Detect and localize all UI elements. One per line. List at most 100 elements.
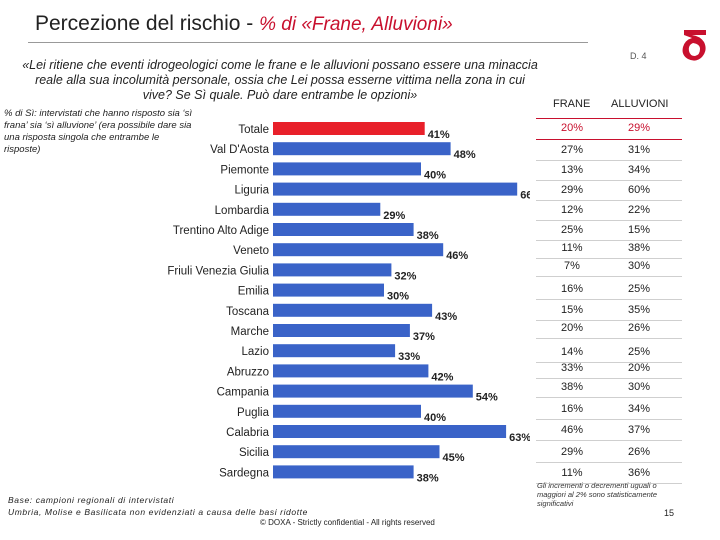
bar <box>273 263 392 277</box>
alluvioni-cell: 34% <box>627 164 651 176</box>
frane-cell: 33% <box>560 362 584 374</box>
category-label: Piemonte <box>220 164 269 176</box>
alluvioni-cell: 60% <box>627 184 651 196</box>
alluvioni-cell: 29% <box>627 122 651 134</box>
table-row-divider <box>536 258 682 259</box>
table-row-divider <box>536 200 682 201</box>
base-line-1: Base: campioni regionali di intervistati <box>8 495 175 505</box>
data-label: 41% <box>428 129 450 141</box>
base-line-2: Umbria, Molise e Basilicata non evidenzi… <box>8 507 308 517</box>
alluvioni-cell: 25% <box>627 283 651 295</box>
category-label: Trentino Alto Adige <box>173 225 269 237</box>
category-label: Friuli Venezia Giulia <box>167 265 269 277</box>
frane-cell: 27% <box>560 144 584 156</box>
data-label: 29% <box>383 210 405 222</box>
bar <box>273 404 421 418</box>
frane-cell: 16% <box>560 403 584 415</box>
bar <box>273 243 444 257</box>
alluvioni-cell: 26% <box>627 322 651 334</box>
page-title: Percezione del rischio - % di «Frane, Al… <box>35 12 453 36</box>
bar <box>273 364 429 378</box>
data-label: 54% <box>476 392 498 404</box>
frane-cell: 25% <box>560 224 584 236</box>
data-label: 32% <box>394 270 416 282</box>
bar <box>273 425 507 438</box>
data-label: 48% <box>454 149 476 161</box>
table-row-divider <box>536 419 682 420</box>
category-label: Veneto <box>233 245 269 257</box>
data-label: 66% <box>520 190 530 202</box>
total-row-highlight <box>536 118 682 140</box>
data-label: 45% <box>443 452 465 464</box>
data-label: 43% <box>435 311 457 323</box>
bar <box>273 324 410 337</box>
table-row-divider <box>536 483 682 484</box>
data-label: 40% <box>424 169 446 181</box>
frane-cell: 7% <box>564 260 580 272</box>
table-row-divider <box>536 220 682 221</box>
bar <box>273 202 381 216</box>
bar <box>273 344 396 358</box>
frane-cell: 11% <box>561 242 583 254</box>
table-row-divider <box>536 276 682 277</box>
alluvioni-cell: 37% <box>627 424 651 436</box>
bar-chart: Totale 41% Val D'Aosta 48% Piemonte 40% Liguri… <box>167 122 530 484</box>
bar <box>273 223 414 236</box>
table-row-divider <box>536 180 682 181</box>
data-label: 40% <box>424 412 446 424</box>
frane-cell: 38% <box>560 381 584 393</box>
alluvioni-cell: 38% <box>627 242 651 254</box>
category-label: Sardegna <box>219 467 269 479</box>
significance-footnote: Gli incrementi o decrementi uguali o mag… <box>537 481 658 508</box>
frane-cell: 12% <box>560 204 584 216</box>
data-label: 42% <box>431 371 453 383</box>
category-label: Liguria <box>234 185 269 197</box>
category-label: Val D'Aosta <box>210 144 269 156</box>
bar <box>273 162 421 176</box>
frane-cell: 16% <box>560 283 584 295</box>
alluvioni-cell: 25% <box>627 346 651 358</box>
alluvioni-cell: 30% <box>627 381 651 393</box>
frane-cell: 46% <box>560 424 584 436</box>
category-label: Marche <box>231 326 269 338</box>
question-code: D. 4 <box>630 51 647 61</box>
frane-cell: 13% <box>560 164 584 176</box>
frane-cell: 20% <box>560 122 584 134</box>
alluvioni-cell: 26% <box>627 446 651 458</box>
category-label: Puglia <box>237 407 270 419</box>
title-main: Percezione del rischio - <box>35 12 260 35</box>
column-header-alluvioni: ALLUVIONI <box>611 98 669 110</box>
table-row-divider <box>536 240 682 241</box>
alluvioni-cell: 34% <box>627 403 651 415</box>
data-label: 30% <box>387 291 409 303</box>
alluvioni-cell: 30% <box>627 260 651 272</box>
bar <box>273 122 425 135</box>
table-row-divider <box>536 338 682 339</box>
table-row-divider <box>536 397 682 398</box>
table-row-divider <box>536 160 682 161</box>
bar <box>273 445 440 459</box>
frane-cell: 29% <box>560 446 584 458</box>
table-row-divider <box>536 440 682 441</box>
data-label: 37% <box>413 331 435 343</box>
bar <box>273 303 433 317</box>
table-row-divider <box>536 362 682 363</box>
table-row-divider <box>536 299 682 300</box>
table-row-divider <box>536 462 682 463</box>
frane-cell: 14% <box>560 346 584 358</box>
table-row-divider <box>536 320 682 321</box>
frane-cell: 29% <box>560 184 584 196</box>
data-label: 33% <box>398 351 420 363</box>
bar <box>273 142 451 156</box>
bar <box>273 283 384 297</box>
frane-cell: 15% <box>560 304 584 316</box>
alluvioni-cell: 22% <box>627 204 651 216</box>
alluvioni-cell: 35% <box>627 304 651 316</box>
column-header-frane: FRANE <box>553 98 591 110</box>
category-label: Sicilia <box>239 447 270 459</box>
category-label: Toscana <box>226 306 269 318</box>
data-label: 38% <box>417 230 439 242</box>
category-label: Totale <box>238 124 269 136</box>
doxa-logo-icon <box>682 30 706 61</box>
alluvioni-cell: 36% <box>627 467 651 479</box>
